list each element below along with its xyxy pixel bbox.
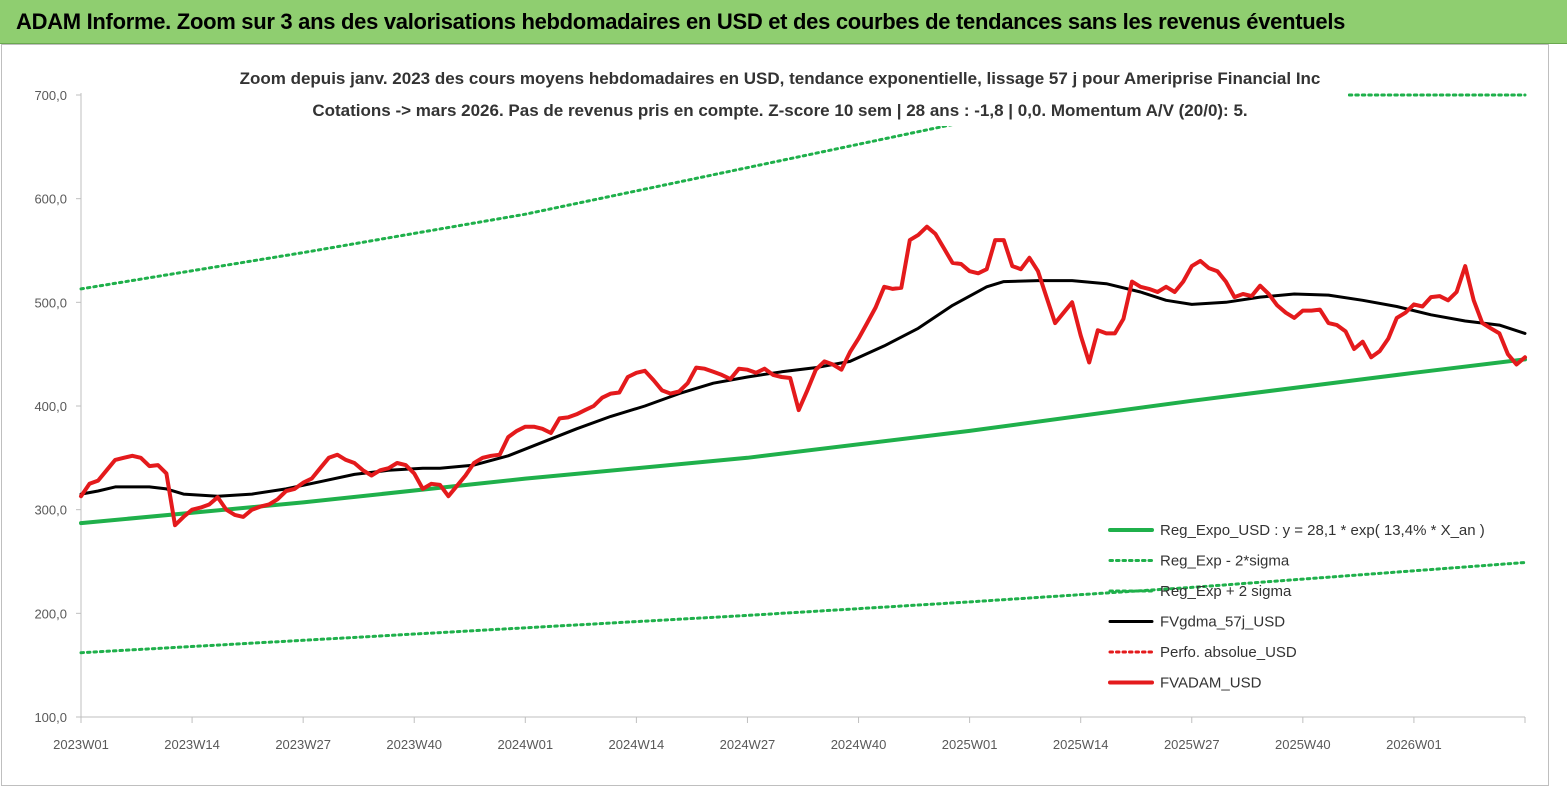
chart-series [79,93,1527,655]
page-title: ADAM Informe. Zoom sur 3 ans des valoris… [16,9,1346,34]
y-tick-label: 700,0 [34,88,67,103]
chart-subtitle: Cotations -> mars 2026. Pas de revenus p… [312,101,1247,120]
legend-entry: Reg_Expo_USD : y = 28,1 * exp( 13,4% * X… [1160,522,1485,539]
legend-entry: FVADAM_USD [1160,675,1262,692]
x-tick-label: 2025W01 [942,737,998,752]
subtitle-background [222,60,1348,126]
chart-title: Zoom depuis janv. 2023 des cours moyens … [240,69,1321,88]
legend-entry: Reg_Exp - 2*sigma [1160,553,1290,570]
x-tick-label: 2025W14 [1053,737,1109,752]
legend-entry: Reg_Exp + 2 sigma [1160,583,1292,600]
x-tick-label: 2025W27 [1164,737,1220,752]
series-line-1 [79,561,1527,655]
x-tick-label: 2024W14 [609,737,665,752]
y-tick-label: 100,0 [34,710,67,725]
chart-axes: 100,0 200,0 300,0 400,0 500,0 600,0 700,0 2023W… [34,88,1526,752]
x-tick-label: 2024W27 [720,737,776,752]
x-tick-label: 2025W40 [1275,737,1331,752]
y-tick-label: 200,0 [34,606,67,621]
x-tick-label: 2023W14 [164,737,220,752]
x-tick-label: 2024W01 [497,737,553,752]
series-line-3 [79,279,1527,498]
y-tick-label: 400,0 [34,399,67,414]
y-tick-label: 600,0 [34,192,67,207]
chart-legend: Reg_Expo_USD : y = 28,1 * exp( 13,4% * X… [1108,522,1485,692]
series-line-0 [79,357,1527,526]
series-line-5 [79,224,1527,528]
x-tick-label: 2023W40 [386,737,442,752]
x-tick-label: 2024W40 [831,737,887,752]
y-tick-label: 500,0 [34,295,67,310]
legend-entry: Perfo. absolue_USD [1160,644,1297,661]
x-tick-label: 2026W01 [1386,737,1442,752]
header-banner: ADAM Informe. Zoom sur 3 ans des valoris… [0,0,1567,44]
x-tick-label: 2023W27 [275,737,331,752]
chart-frame [1,44,1549,786]
legend-entry: FVgdma_57j_USD [1160,614,1285,631]
y-tick-label: 300,0 [34,503,67,518]
x-tick-label: 2023W01 [53,737,109,752]
